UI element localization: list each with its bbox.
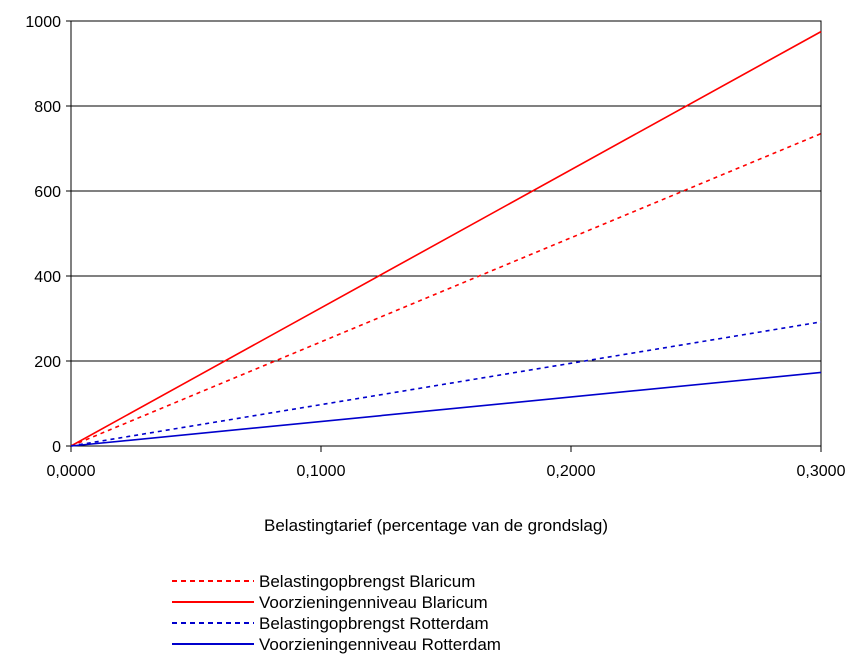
y-tick-label: 1000: [25, 14, 61, 31]
y-tick-label: 400: [34, 269, 61, 286]
legend-label: Belastingopbrengst Rotterdam: [259, 614, 489, 633]
y-tick-label: 0: [52, 439, 61, 456]
x-tick-label: 0,1000: [297, 463, 346, 480]
x-axis-ticks: 0,0000 0,1000 0,2000 0,3000: [47, 446, 846, 480]
x-tick-label: 0,0000: [47, 463, 96, 480]
legend-label: Voorzieningenniveau Blaricum: [259, 593, 488, 612]
y-tick-label: 800: [34, 99, 61, 116]
y-tick-label: 600: [34, 184, 61, 201]
legend: Belastingopbrengst Blaricum Voorzieningen…: [172, 572, 501, 654]
series-line: [70, 30, 822, 447]
x-tick-label: 0,3000: [797, 463, 846, 480]
x-axis-label: Belastingtarief (percentage van de grond…: [264, 516, 608, 535]
y-axis-ticks: 0 200 400 600 800 1000: [25, 14, 71, 456]
plot-area-frame: [70, 20, 822, 447]
series-line: [70, 371, 822, 447]
series-line: [70, 321, 822, 447]
x-tick-label: 0,2000: [547, 463, 596, 480]
gridlines: [71, 20, 821, 447]
legend-label: Voorzieningenniveau Rotterdam: [259, 635, 501, 654]
legend-label: Belastingopbrengst Blaricum: [259, 572, 475, 591]
series-lines: [70, 30, 822, 447]
series-line: [70, 132, 822, 447]
y-tick-label: 200: [34, 354, 61, 371]
